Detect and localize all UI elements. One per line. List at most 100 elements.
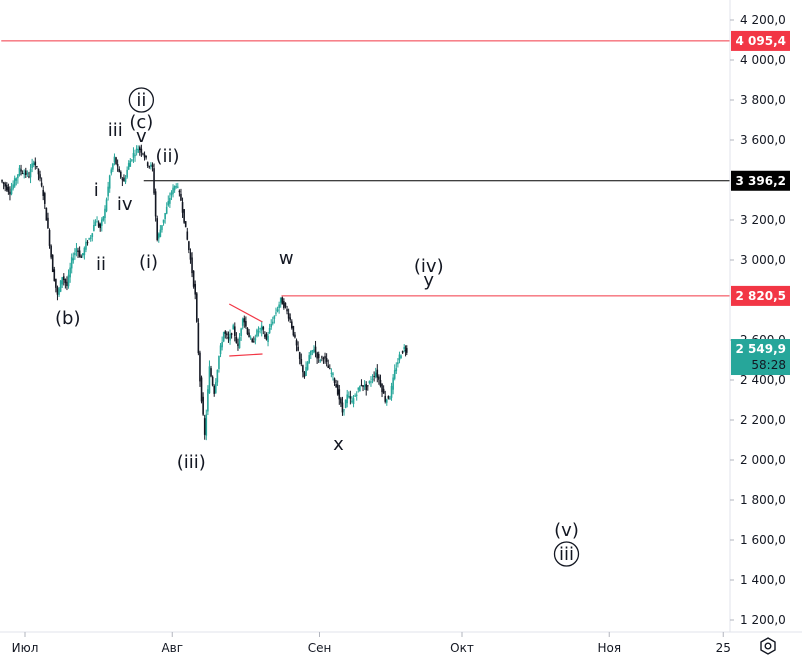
candle-body xyxy=(104,208,106,219)
candle-body xyxy=(138,147,141,151)
candle-body xyxy=(233,326,236,336)
candle-body xyxy=(172,187,174,194)
candle-body xyxy=(379,379,382,387)
candle-body xyxy=(405,348,408,353)
candle-body xyxy=(387,396,390,399)
candle-body xyxy=(249,337,252,339)
candle-body xyxy=(203,418,206,435)
candle-body xyxy=(188,241,190,251)
x-tick-label: 25 xyxy=(716,641,731,655)
candle-body xyxy=(368,381,371,384)
candle-body xyxy=(278,304,280,309)
candle-body xyxy=(221,341,223,348)
candle-body xyxy=(55,278,57,288)
candle-body xyxy=(400,355,402,359)
wave-label: v xyxy=(136,126,147,147)
candle-body xyxy=(70,257,73,269)
candle-body xyxy=(246,327,249,335)
candle-body xyxy=(382,388,385,394)
candle-body xyxy=(77,250,79,253)
candle-body xyxy=(259,328,261,330)
y-tick-label: 3 200,0 xyxy=(740,213,786,227)
candle-body xyxy=(376,369,379,378)
candle-body xyxy=(153,168,155,194)
candle-body xyxy=(34,161,37,166)
candle-body xyxy=(316,352,318,359)
candle-body xyxy=(254,338,257,341)
candle-body xyxy=(199,352,201,382)
wave-labels: (b)iiiiiiivv(c)ii(ii)(i)(iii)wx(iv)y(v)i… xyxy=(55,87,580,567)
y-tick-label: 1 800,0 xyxy=(740,493,786,507)
candle-body xyxy=(378,376,380,380)
candle-body xyxy=(108,175,111,189)
y-tick-label: 1 200,0 xyxy=(740,613,786,627)
candle-body xyxy=(389,397,391,400)
candle-body xyxy=(180,193,182,201)
candle-body xyxy=(365,384,368,391)
candle-body xyxy=(202,396,204,415)
candle-body xyxy=(284,302,287,307)
wave-label: iii xyxy=(559,544,574,565)
candle-body xyxy=(359,386,361,392)
y-tick-label: 3 000,0 xyxy=(740,253,786,267)
candle-body xyxy=(226,333,228,336)
candle-body xyxy=(260,325,263,331)
candle-body xyxy=(351,400,353,403)
candle-body xyxy=(165,206,168,214)
candle-body xyxy=(306,362,309,370)
candle-body xyxy=(195,293,198,322)
candle-body xyxy=(235,336,238,343)
candle-body xyxy=(404,350,407,352)
candle-body xyxy=(127,163,130,170)
candle-body xyxy=(72,258,75,261)
candle-body xyxy=(189,252,192,260)
candle-body xyxy=(264,334,266,337)
candle-body xyxy=(157,233,160,239)
candle-body xyxy=(116,164,119,167)
level-price-tag xyxy=(731,285,790,306)
candle-body xyxy=(397,362,399,365)
candle-body xyxy=(295,340,298,346)
candle-body xyxy=(9,191,11,195)
candle-body xyxy=(85,241,87,250)
wave-label: iv xyxy=(117,194,133,215)
wave-label: (i) xyxy=(139,252,158,273)
candle-body xyxy=(169,197,171,204)
candle-body xyxy=(183,209,185,223)
candle-body xyxy=(51,255,54,273)
y-tick-label: 4 200,0 xyxy=(740,13,786,27)
candle-body xyxy=(257,331,260,333)
candle-body xyxy=(50,245,52,258)
y-tick-label: 2 400,0 xyxy=(740,373,786,387)
candle-body xyxy=(88,238,90,240)
candle-body xyxy=(370,381,372,383)
candle-body xyxy=(385,399,388,403)
candle-body xyxy=(286,309,288,312)
candle-body xyxy=(276,309,279,312)
candle-body xyxy=(205,414,208,436)
time-axis: Июл Авг Сен Окт Ноя 25 xyxy=(12,632,731,655)
candle-body xyxy=(229,333,231,341)
candle-body xyxy=(20,169,22,172)
candle-body xyxy=(91,233,94,237)
candle-body xyxy=(373,376,375,378)
candle-body xyxy=(191,257,193,274)
candle-body xyxy=(262,327,265,330)
candle-body xyxy=(94,221,97,226)
triangle-pattern xyxy=(228,303,263,357)
candle-body xyxy=(216,369,219,383)
price-tags: 4 095,4 3 396,2 2 820,5 2 549,9 58:28 xyxy=(731,30,790,376)
candle-body xyxy=(362,385,364,387)
candle-body xyxy=(10,188,13,195)
wave-label-circle xyxy=(128,87,155,113)
wave-label: (v) xyxy=(554,520,579,541)
candle-body xyxy=(335,384,337,388)
y-tick-label: 2 000,0 xyxy=(740,453,786,467)
candle-body xyxy=(357,387,360,390)
candle-body xyxy=(313,349,315,353)
candle-body xyxy=(58,288,60,295)
candle-body xyxy=(214,382,217,393)
chart-settings-button[interactable] xyxy=(748,632,788,660)
candle-body xyxy=(192,270,195,287)
